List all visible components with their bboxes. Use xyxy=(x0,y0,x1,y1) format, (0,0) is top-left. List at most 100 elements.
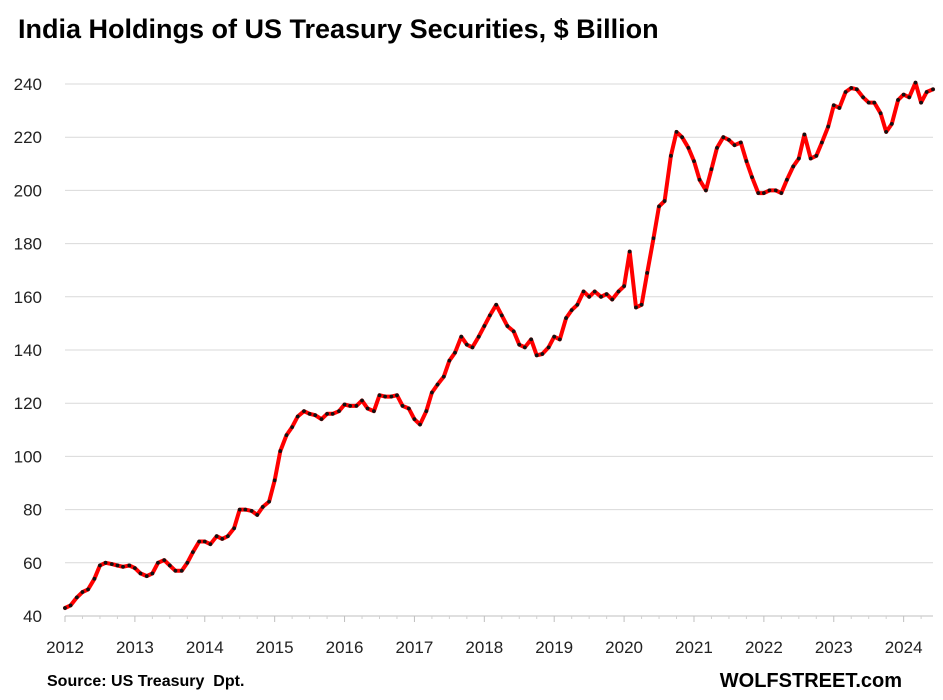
data-point xyxy=(243,507,248,512)
data-point xyxy=(272,478,277,483)
data-point xyxy=(255,513,260,517)
data-point xyxy=(575,302,580,307)
data-point xyxy=(383,394,387,399)
data-point xyxy=(517,342,522,347)
data-point xyxy=(365,406,370,411)
data-point xyxy=(214,534,219,539)
x-tick-label-2015: 2015 xyxy=(256,638,294,657)
data-point xyxy=(284,433,289,438)
data-point xyxy=(86,587,90,592)
data-point xyxy=(115,563,120,568)
data-point xyxy=(727,137,731,142)
data-point xyxy=(505,324,510,328)
data-point xyxy=(494,302,499,307)
data-point xyxy=(872,100,877,105)
data-point xyxy=(779,191,784,195)
data-point xyxy=(866,100,871,105)
data-point xyxy=(185,560,190,565)
data-point xyxy=(657,204,661,209)
y-tick-label-140: 140 xyxy=(14,341,42,360)
data-point xyxy=(127,563,132,568)
y-axis-labels: 40 60 80 100 120 140 160 180 200 220 240 xyxy=(14,75,42,626)
x-tick-label-2016: 2016 xyxy=(326,638,364,657)
data-point xyxy=(599,294,603,299)
data-point xyxy=(220,536,225,541)
data-point xyxy=(412,417,417,422)
data-point xyxy=(377,393,382,398)
data-point xyxy=(342,402,347,407)
data-point xyxy=(424,409,429,414)
data-point xyxy=(319,417,324,422)
data-point xyxy=(534,353,539,358)
data-point xyxy=(406,406,411,411)
data-point xyxy=(418,422,422,427)
y-tick-label-160: 160 xyxy=(14,288,42,307)
chart-title: India Holdings of US Treasury Securities… xyxy=(18,14,659,44)
data-point xyxy=(831,103,836,108)
data-point xyxy=(190,550,195,555)
gridlines xyxy=(65,83,933,617)
data-point xyxy=(651,236,656,241)
data-point xyxy=(587,294,592,299)
data-point xyxy=(814,153,819,158)
data-point xyxy=(924,90,929,94)
data-point xyxy=(464,342,469,347)
data-point xyxy=(295,414,300,419)
brand-label: WOLFSTREET.com xyxy=(719,670,902,692)
data-point xyxy=(522,345,527,350)
x-tick-label-2019: 2019 xyxy=(535,638,573,657)
data-point xyxy=(109,562,114,567)
data-point xyxy=(744,159,749,164)
data-point xyxy=(674,129,679,134)
data-point xyxy=(703,188,708,193)
data-point xyxy=(709,167,714,172)
data-point xyxy=(692,159,696,164)
y-tick-label-60: 60 xyxy=(23,554,42,573)
data-point xyxy=(529,337,534,342)
data-point xyxy=(476,334,481,339)
y-tick-label-200: 200 xyxy=(14,181,42,200)
y-tick-label-240: 240 xyxy=(14,75,42,94)
x-tick-label-2017: 2017 xyxy=(396,638,434,657)
data-point xyxy=(878,111,883,116)
data-point xyxy=(796,156,801,161)
data-point xyxy=(337,409,341,414)
data-point xyxy=(179,568,184,573)
y-tick-label-80: 80 xyxy=(23,501,42,520)
data-point xyxy=(773,188,778,193)
x-tick-label-2021: 2021 xyxy=(675,638,713,657)
data-point xyxy=(697,177,702,182)
source-note: Source: US Treasury Dpt. xyxy=(47,673,245,690)
data-point xyxy=(896,98,900,102)
data-point xyxy=(662,199,667,203)
data-point xyxy=(325,411,329,416)
data-point xyxy=(453,350,457,355)
data-point xyxy=(616,289,621,294)
data-point xyxy=(854,87,859,92)
data-point xyxy=(459,334,464,339)
data-point xyxy=(260,505,265,509)
data-point xyxy=(552,334,557,339)
data-point xyxy=(435,382,440,387)
data-point xyxy=(354,403,359,408)
data-point xyxy=(167,563,172,568)
data-point xyxy=(849,86,854,90)
plot-area xyxy=(63,80,935,610)
series-line xyxy=(63,80,935,610)
x-tick-label-2013: 2013 xyxy=(116,638,154,657)
data-point xyxy=(121,564,125,569)
data-point xyxy=(931,87,935,92)
data-point xyxy=(470,345,475,350)
data-point xyxy=(837,106,842,110)
data-point xyxy=(913,80,918,85)
data-point xyxy=(604,292,609,297)
data-point xyxy=(843,90,848,94)
data-point xyxy=(307,411,312,416)
data-point xyxy=(290,425,295,430)
data-point xyxy=(400,403,405,408)
data-point xyxy=(907,95,912,100)
data-point xyxy=(919,100,924,105)
data-point xyxy=(267,499,271,504)
data-point xyxy=(144,574,149,578)
